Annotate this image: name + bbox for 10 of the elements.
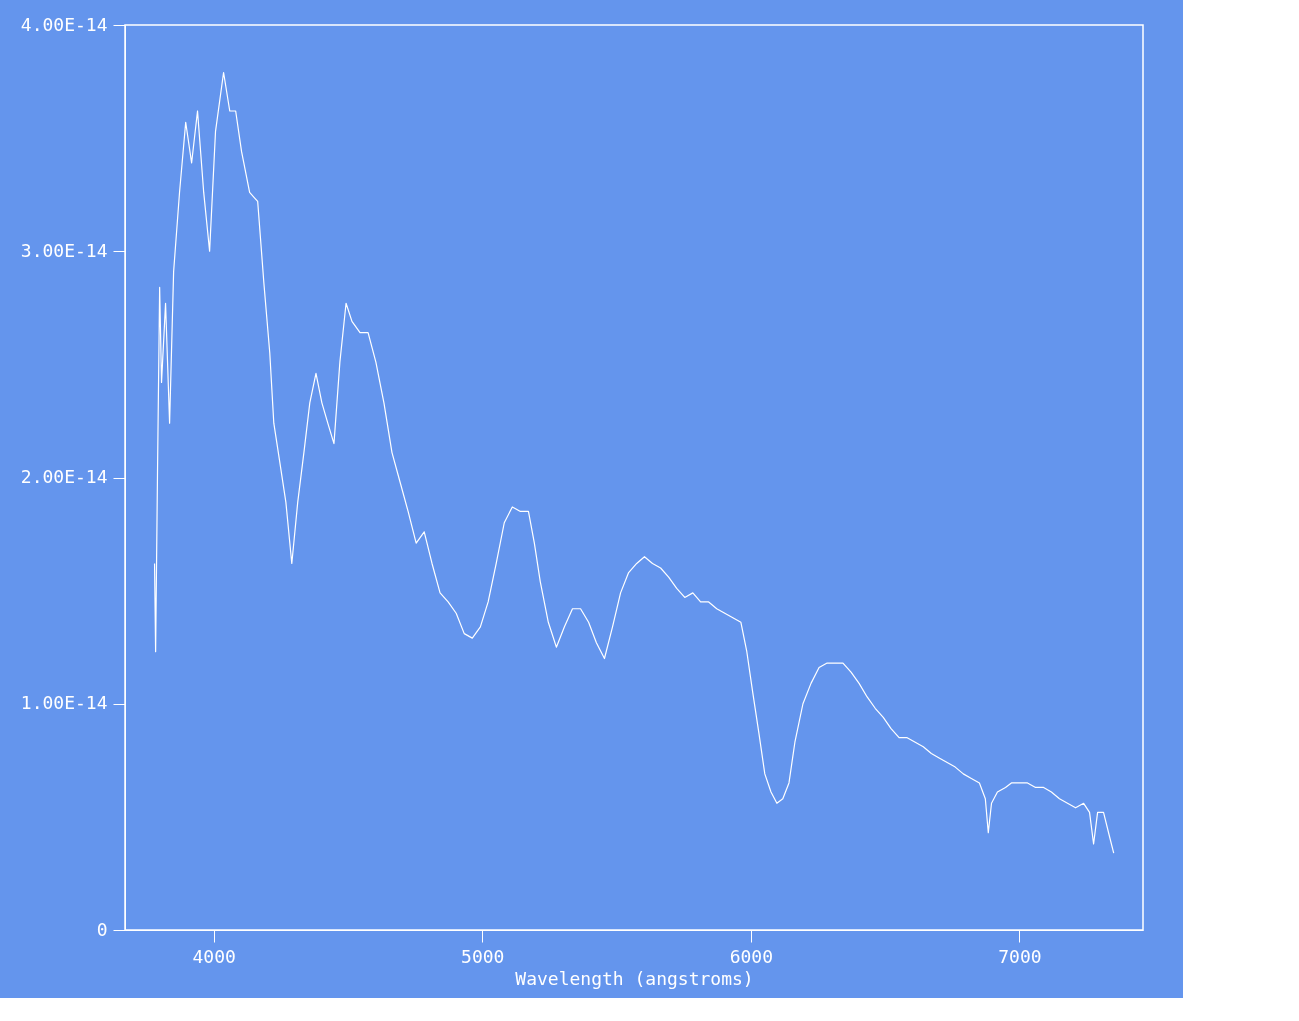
x-tick-label: 7000 [998,945,1042,967]
y-tick-label: 2.00E-14 [20,466,108,487]
x-tick-label: 5000 [461,945,505,967]
y-tick-label: 4.00E-14 [20,13,108,35]
x-axis-title: Wavelength (angstroms) [515,967,754,989]
x-tick-label: 4000 [192,945,236,967]
y-tick-label: 3.00E-14 [20,239,108,261]
y-tick-label: 0 [96,918,108,940]
y-tick-label: 1.00E-14 [20,692,108,714]
x-tick-label: 6000 [729,945,774,967]
